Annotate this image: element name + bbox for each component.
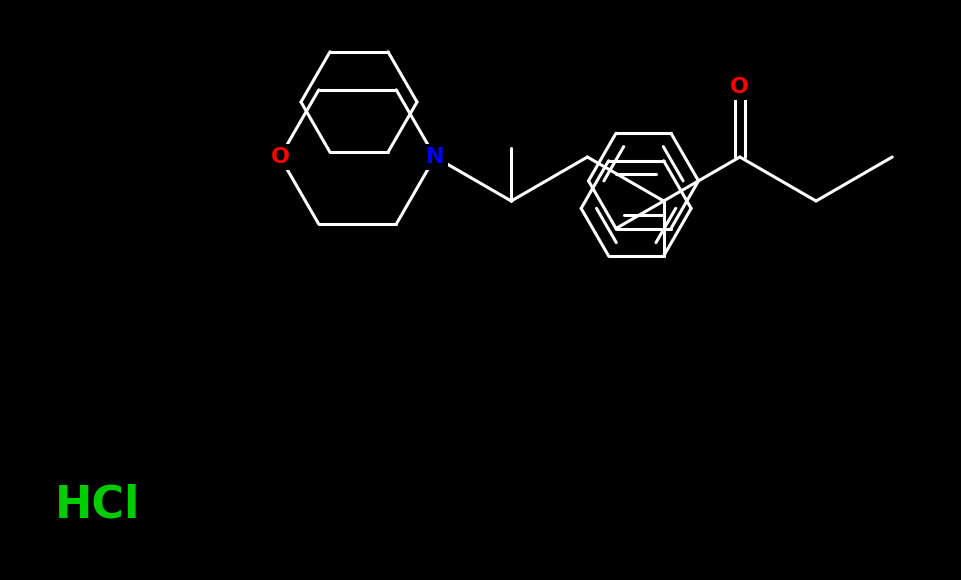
Text: HCl: HCl	[55, 484, 140, 527]
Text: O: O	[730, 77, 750, 97]
Text: O: O	[270, 147, 289, 167]
Text: N: N	[426, 147, 444, 167]
Text: O: O	[270, 147, 289, 167]
Text: N: N	[426, 147, 444, 167]
